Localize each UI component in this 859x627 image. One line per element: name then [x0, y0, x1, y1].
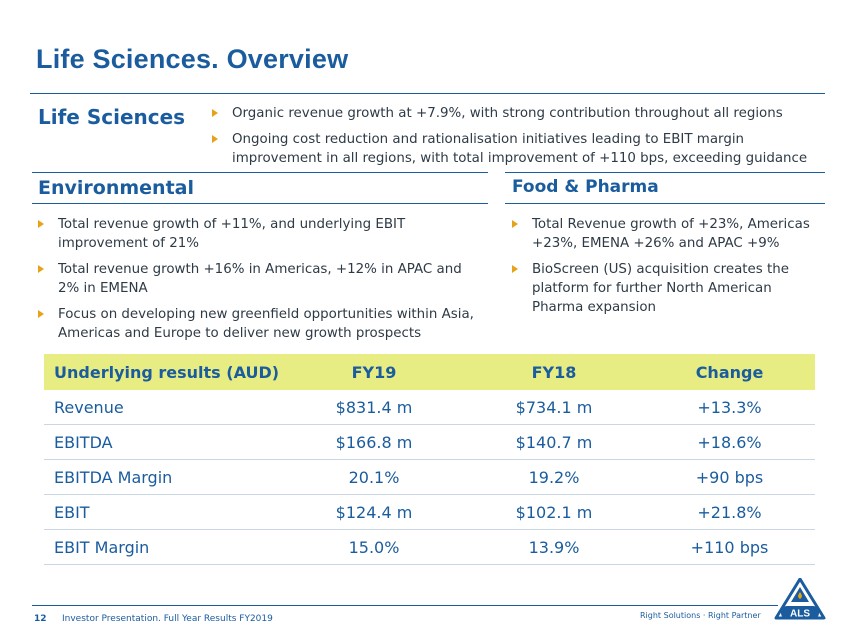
- bullet-arrow-icon: [38, 220, 44, 228]
- table-cell: EBITDA: [44, 424, 284, 460]
- svg-text:ALS: ALS: [790, 609, 810, 620]
- page-title: Life Sciences. Overview: [36, 44, 349, 74]
- footer-text: Investor Presentation. Full Year Results…: [62, 614, 273, 624]
- table-cell: 13.9%: [464, 529, 644, 565]
- life-sciences-bullet-1: Organic revenue growth at +7.9%, with st…: [208, 104, 813, 123]
- life-sciences-heading: Life Sciences: [38, 105, 186, 129]
- food-pharma-bullet-2: BioScreen (US) acquisition creates the p…: [508, 260, 818, 317]
- table-cell: $102.1 m: [464, 494, 644, 530]
- life-sciences-bullet-2: Ongoing cost reduction and rationalisati…: [208, 130, 813, 168]
- environmental-bullet-1: Total revenue growth of +11%, and underl…: [34, 215, 484, 253]
- bullet-arrow-icon: [212, 109, 218, 117]
- environmental-bullet-2: Total revenue growth +16% in Americas, +…: [34, 260, 484, 298]
- food-pharma-heading-rule: [505, 203, 825, 204]
- food-pharma-heading: Food & Pharma: [512, 177, 659, 197]
- table-cell: $124.4 m: [284, 494, 464, 530]
- table-header-cell: Underlying results (AUD): [44, 354, 284, 390]
- life-sciences-bullets: Organic revenue growth at +7.9%, with st…: [208, 104, 813, 175]
- table-header-cell: FY19: [284, 354, 464, 390]
- footer-divider: [32, 605, 778, 606]
- table-row: EBITDA $166.8 m $140.7 m +18.6%: [44, 424, 815, 460]
- environmental-bullet-3: Focus on developing new greenfield oppor…: [34, 305, 484, 343]
- als-logo: ALS: [774, 578, 826, 620]
- table-cell: EBIT Margin: [44, 529, 284, 565]
- bullet-arrow-icon: [212, 135, 218, 143]
- table-row: EBIT $124.4 m $102.1 m +21.8%: [44, 494, 815, 530]
- table-cell: $166.8 m: [284, 424, 464, 460]
- footer-tagline: Right Solutions · Right Partner: [640, 611, 761, 620]
- environmental-bullets: Total revenue growth of +11%, and underl…: [34, 215, 484, 350]
- table-header-cell: Change: [644, 354, 815, 390]
- table-cell: +90 bps: [644, 459, 815, 495]
- title-divider: [30, 93, 825, 94]
- table-cell: +13.3%: [644, 390, 815, 425]
- table-header-cell: FY18: [464, 354, 644, 390]
- table-cell: +18.6%: [644, 424, 815, 460]
- table-cell: 19.2%: [464, 459, 644, 495]
- table-cell: +21.8%: [644, 494, 815, 530]
- table-cell: $734.1 m: [464, 390, 644, 425]
- bullet-arrow-icon: [38, 310, 44, 318]
- food-pharma-bullet-1: Total Revenue growth of +23%, Americas +…: [508, 215, 818, 253]
- environmental-heading-rule: [32, 203, 488, 204]
- bullet-arrow-icon: [38, 265, 44, 273]
- table-cell: EBITDA Margin: [44, 459, 284, 495]
- food-pharma-bullets: Total Revenue growth of +23%, Americas +…: [508, 215, 818, 324]
- page-number: 12: [34, 614, 47, 624]
- food-pharma-top-rule: [505, 172, 825, 173]
- table-cell: $140.7 m: [464, 424, 644, 460]
- table-cell: +110 bps: [644, 529, 815, 565]
- environmental-top-rule: [32, 172, 488, 173]
- table-cell: Revenue: [44, 390, 284, 425]
- table-cell: 15.0%: [284, 529, 464, 565]
- bullet-arrow-icon: [512, 265, 518, 273]
- environmental-heading: Environmental: [38, 177, 194, 199]
- table-cell: EBIT: [44, 494, 284, 530]
- results-table: Underlying results (AUD) FY19 FY18 Chang…: [44, 354, 815, 565]
- table-row: EBIT Margin 15.0% 13.9% +110 bps: [44, 529, 815, 565]
- table-header-row: Underlying results (AUD) FY19 FY18 Chang…: [44, 354, 815, 390]
- table-cell: 20.1%: [284, 459, 464, 495]
- table-row: Revenue $831.4 m $734.1 m +13.3%: [44, 390, 815, 425]
- table-cell: $831.4 m: [284, 390, 464, 425]
- bullet-arrow-icon: [512, 220, 518, 228]
- table-row: EBITDA Margin 20.1% 19.2% +90 bps: [44, 459, 815, 495]
